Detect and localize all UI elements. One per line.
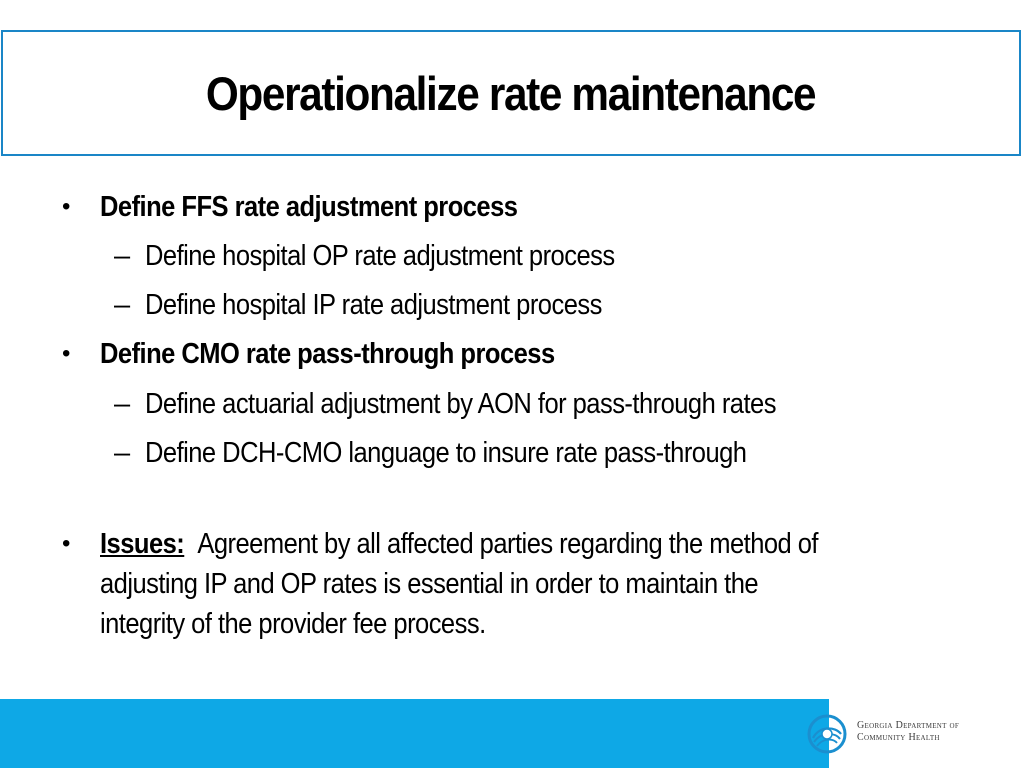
issues-gap (184, 528, 197, 560)
bullet-2-sub-1: Define actuarial adjustment by AON for p… (145, 388, 776, 420)
bullet-1-text: Define FFS rate adjustment process (100, 191, 518, 223)
issues-label: Issues: (100, 528, 185, 560)
bullet-marker: • (62, 193, 71, 220)
dash-marker: – (114, 388, 131, 420)
slide-title: Operationalize rate maintenance (206, 66, 817, 120)
issues-line-3: integrity of the provider fee process. (100, 608, 486, 640)
bullet-marker: • (62, 340, 71, 367)
dash-marker: – (114, 240, 131, 272)
bullet-2-sub-2: Define DCH-CMO language to insure rate p… (145, 437, 747, 469)
issues-line-2: adjusting IP and OP rates is essential i… (100, 568, 759, 600)
footer-bar (0, 699, 829, 768)
dch-logo: Georgia Department of Community Health (805, 712, 1020, 756)
dash-marker: – (114, 289, 131, 321)
dch-logo-text: Georgia Department of Community Health (857, 720, 959, 744)
issues-text-1: Agreement by all affected parties regard… (197, 528, 818, 560)
slide-body: • Define FFS rate adjustment process – D… (62, 191, 819, 640)
bullet-marker: • (62, 530, 71, 557)
logo-line-1: Georgia Department of (857, 720, 960, 731)
footer-logo-area (829, 699, 1024, 768)
logo-line-2: Community Health (857, 732, 940, 743)
title-box: Operationalize rate maintenance (1, 30, 1021, 156)
bullet-2-text: Define CMO rate pass-through process (100, 338, 555, 370)
dash-marker: – (114, 437, 131, 469)
issues-line-1: Issues: Agreement by all affected partie… (100, 527, 819, 561)
dch-logo-icon (807, 714, 847, 754)
bullet-1-sub-1: Define hospital OP rate adjustment proce… (145, 240, 615, 272)
bullet-1-sub-2: Define hospital IP rate adjustment proce… (145, 289, 602, 321)
